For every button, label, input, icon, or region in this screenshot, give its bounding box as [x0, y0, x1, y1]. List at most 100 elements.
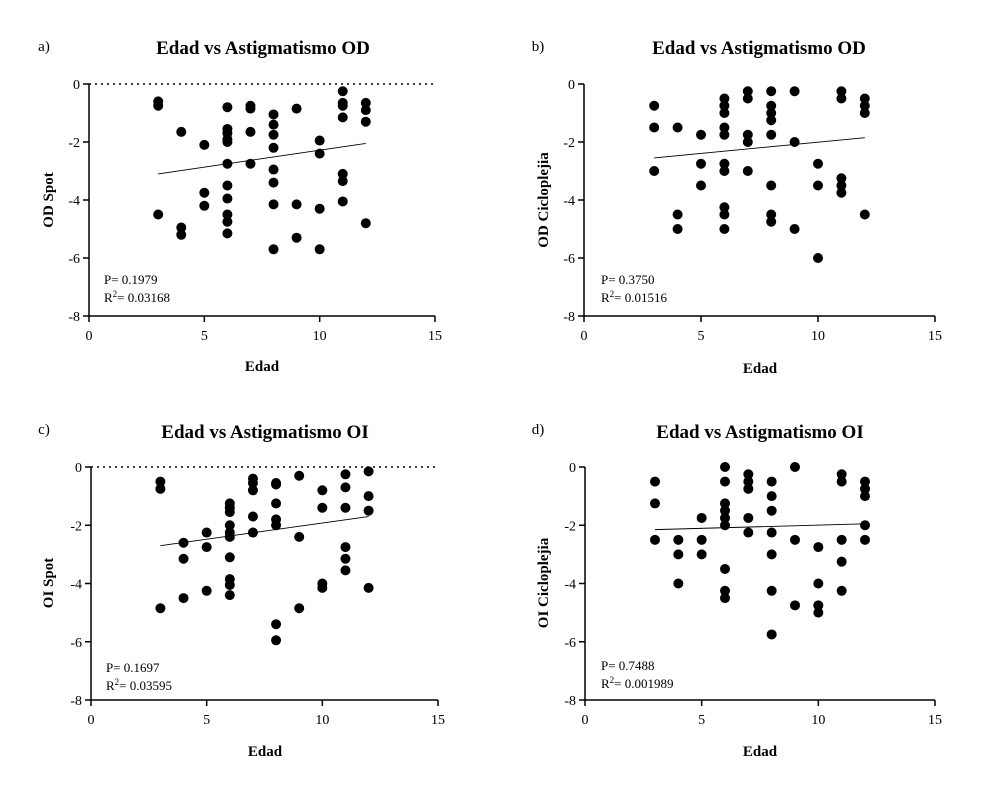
data-point — [813, 607, 824, 618]
data-point — [337, 112, 348, 123]
y-tick-label: -4 — [68, 194, 80, 209]
data-point — [360, 116, 371, 127]
x-tick-label: 0 — [582, 713, 589, 728]
data-point — [766, 108, 777, 118]
data-point — [719, 209, 730, 220]
data-point — [672, 122, 683, 133]
data-point — [813, 180, 823, 191]
data-point — [176, 126, 187, 137]
data-point — [766, 180, 777, 191]
data-point — [813, 600, 824, 611]
data-point — [314, 135, 325, 146]
chart-title: Edad vs Astigmatismo OI — [656, 422, 863, 443]
data-point — [268, 164, 279, 175]
data-point — [673, 578, 684, 589]
r-squared-label: R2= 0.03595 — [106, 677, 172, 693]
y-tick-label: -8 — [564, 694, 576, 709]
data-point — [199, 187, 210, 198]
data-point — [363, 582, 374, 593]
x-tick-label: 15 — [428, 329, 442, 344]
x-tick-label: 0 — [88, 713, 95, 728]
data-point — [268, 119, 279, 130]
data-point — [201, 585, 212, 596]
y-tick-label: -6 — [70, 636, 82, 651]
data-point — [696, 158, 706, 169]
data-point — [363, 491, 374, 502]
data-point — [340, 502, 351, 513]
data-point — [836, 187, 847, 198]
data-point — [649, 100, 660, 111]
data-point — [766, 216, 777, 227]
data-point — [222, 216, 233, 227]
data-point — [224, 579, 235, 590]
data-point — [859, 93, 870, 104]
y-tick-label: -4 — [70, 578, 82, 593]
data-point — [836, 556, 847, 567]
data-point — [178, 553, 189, 564]
data-point — [719, 108, 730, 118]
data-point — [719, 129, 730, 140]
data-point — [363, 505, 374, 516]
data-point — [860, 491, 870, 502]
data-point — [271, 498, 282, 509]
data-point — [766, 491, 777, 502]
data-point — [178, 537, 189, 548]
y-axis-title: OI Cicloplejia — [536, 537, 552, 628]
data-point — [673, 534, 684, 545]
data-point — [766, 629, 777, 640]
data-point — [860, 483, 870, 494]
regression-line — [654, 523, 866, 531]
data-point — [766, 527, 777, 538]
data-point — [153, 209, 164, 220]
y-axis-title: OI Spot — [41, 558, 57, 608]
data-point — [360, 105, 371, 116]
data-point — [649, 166, 660, 176]
data-point — [340, 553, 351, 564]
data-point — [340, 542, 351, 553]
data-point — [813, 253, 823, 263]
x-tick-label: 10 — [313, 329, 327, 344]
data-point — [766, 585, 777, 596]
x-axis-title: Edad — [248, 744, 283, 760]
data-point — [650, 534, 660, 545]
data-point — [317, 502, 328, 513]
p-value-label: P= 0.1697 — [106, 660, 160, 675]
data-point — [291, 103, 302, 114]
data-point — [742, 166, 753, 176]
data-point — [360, 97, 371, 108]
data-point — [155, 603, 166, 614]
data-point — [673, 549, 684, 560]
data-point — [271, 635, 282, 646]
x-tick-label: 5 — [698, 329, 705, 344]
data-point — [340, 565, 351, 576]
data-point — [719, 100, 730, 111]
data-point — [224, 520, 235, 531]
x-tick-label: 15 — [928, 713, 942, 728]
data-point — [859, 108, 870, 118]
y-axis-title: OD Spot — [41, 172, 57, 227]
x-tick-label: 10 — [315, 713, 329, 728]
data-point — [291, 232, 302, 243]
chart-title: Edad vs Astigmatismo OI — [161, 422, 368, 443]
data-point — [696, 549, 707, 560]
data-point — [696, 180, 706, 191]
data-point — [836, 476, 847, 487]
data-point — [245, 158, 256, 169]
y-tick-label: -4 — [563, 194, 575, 209]
data-point — [696, 534, 707, 545]
data-point — [836, 585, 847, 596]
data-point — [222, 193, 233, 204]
data-point — [813, 542, 824, 553]
data-point — [719, 122, 730, 133]
y-tick-label: -6 — [564, 636, 576, 651]
y-axis-title: OD Cicloplejia — [536, 152, 552, 248]
x-tick-label: 0 — [86, 329, 93, 344]
data-point — [766, 209, 777, 220]
scatter-panel-3: c) Edad vs Astigmatismo OI 0 -2 -4 -6 -8 0 5 10 15… — [38, 422, 445, 760]
scatter-panel-2: b) Edad vs Astigmatismo OD 0 -2 -4 -6 -8 0 5 10 15… — [532, 38, 942, 377]
scatter-panel-1: a) Edad vs Astigmatismo OD 0 -2 -4 -6 -8 0 5 10 15… — [38, 38, 442, 375]
data-point — [201, 542, 212, 553]
data-point — [294, 470, 305, 481]
r-squared-label: R2= 0.001989 — [601, 675, 674, 691]
data-point — [340, 469, 351, 480]
